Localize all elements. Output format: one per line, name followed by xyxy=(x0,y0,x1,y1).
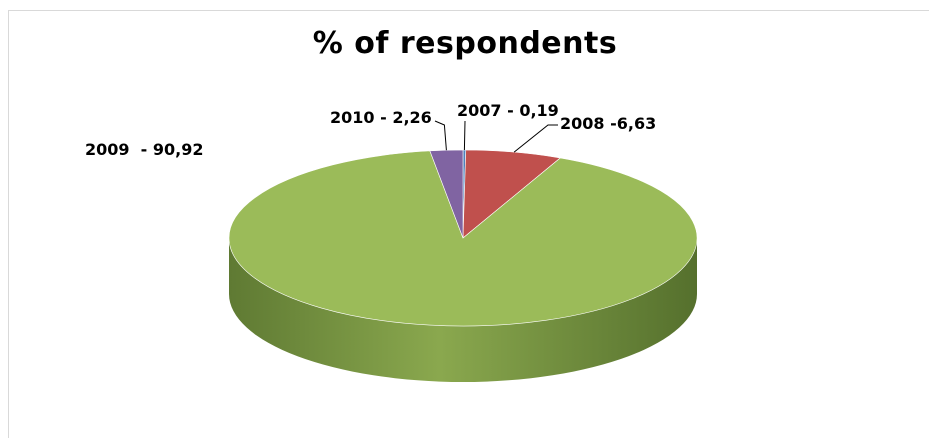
chart-title: % of respondents xyxy=(312,26,618,61)
pie-side-2009 xyxy=(229,238,697,382)
pie-slice-2009 xyxy=(228,150,698,327)
pie-leader-lines xyxy=(434,120,558,153)
data-label-2009: 2009 - 90,92 xyxy=(85,140,204,159)
data-label-2008: 2008 -6,63 xyxy=(560,114,657,133)
leader-line-2008 xyxy=(513,124,558,153)
data-label-2010: 2010 - 2,26 xyxy=(330,108,432,127)
leader-line-2010 xyxy=(434,120,447,151)
data-label-2007: 2007 - 0,19 xyxy=(457,101,559,120)
pie-sides xyxy=(229,238,697,382)
pie-slice-2010 xyxy=(429,149,464,239)
pie-top xyxy=(228,149,698,327)
leader-line-2007 xyxy=(463,120,466,151)
